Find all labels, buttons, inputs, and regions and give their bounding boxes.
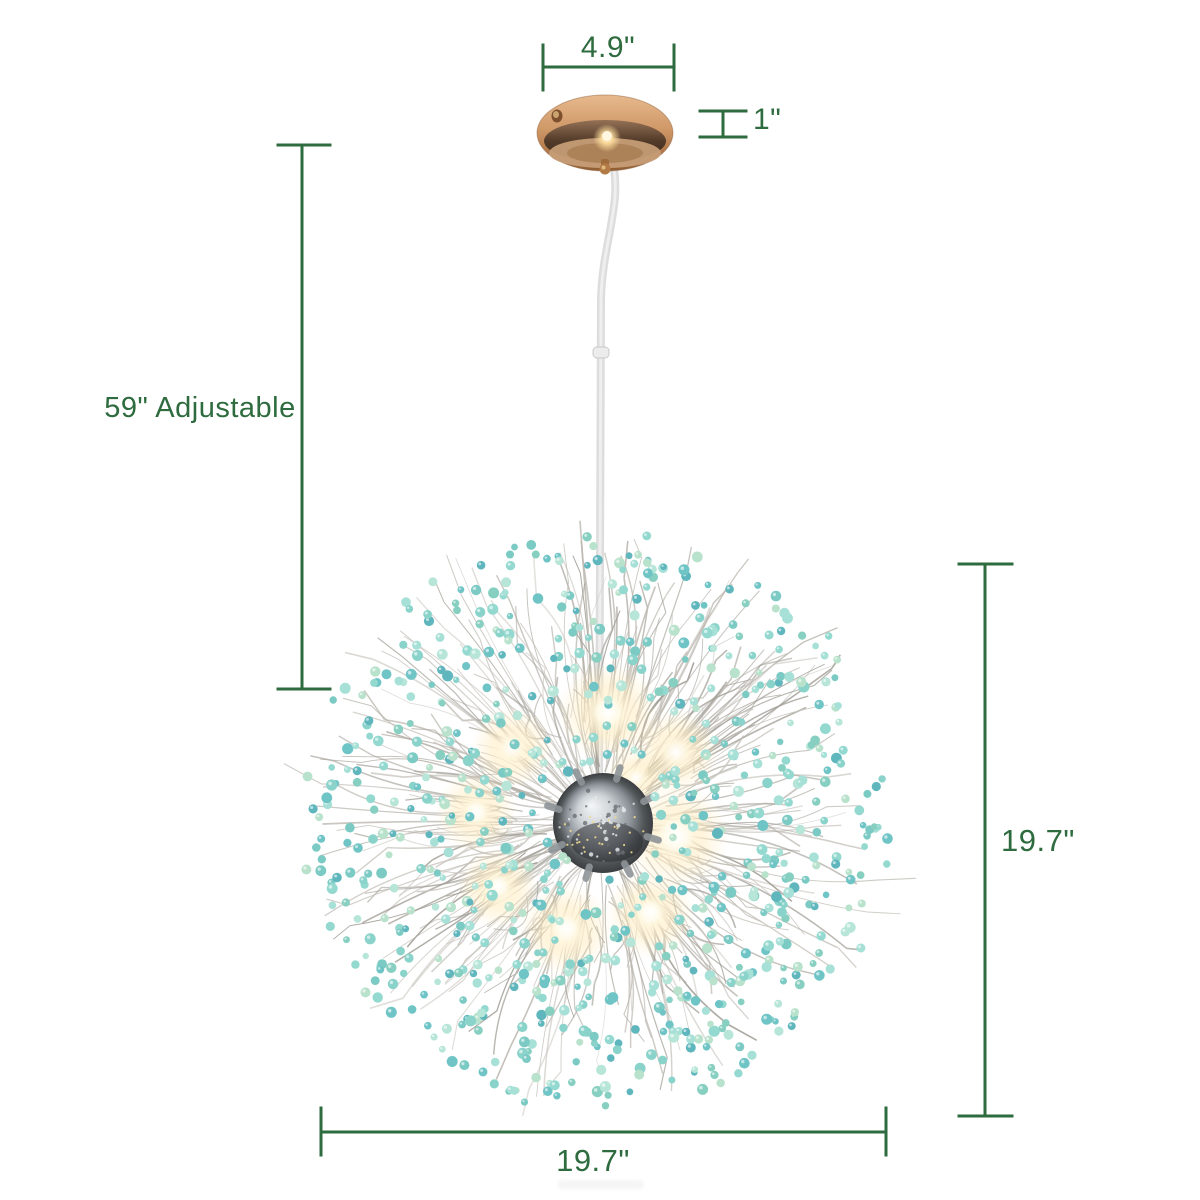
dim-label-fixture-height: 19.7" [1001, 823, 1075, 858]
cord-connector [592, 346, 610, 359]
dim-label-canopy-height: 1" [753, 103, 782, 136]
faint-watermark-artifact [558, 1180, 644, 1189]
dim-lines-canopy-width [541, 43, 676, 92]
chandelier-art [283, 520, 916, 1117]
ceiling-canopy [536, 94, 674, 175]
dim-lines-cord-length [276, 143, 332, 691]
bead-field [301, 531, 893, 1110]
dim-lines-fixture-width [319, 1106, 888, 1157]
dim-label-canopy-width: 4.9" [580, 31, 636, 64]
hanging-cord [592, 163, 620, 791]
dim-lines-canopy-height [698, 109, 748, 139]
bulb-glows [436, 662, 728, 976]
dim-label-cord-length: 59" Adjustable [104, 392, 296, 424]
dim-lines-fixture-height [957, 562, 1014, 1118]
dim-label-fixture-width: 19.7" [556, 1143, 630, 1178]
